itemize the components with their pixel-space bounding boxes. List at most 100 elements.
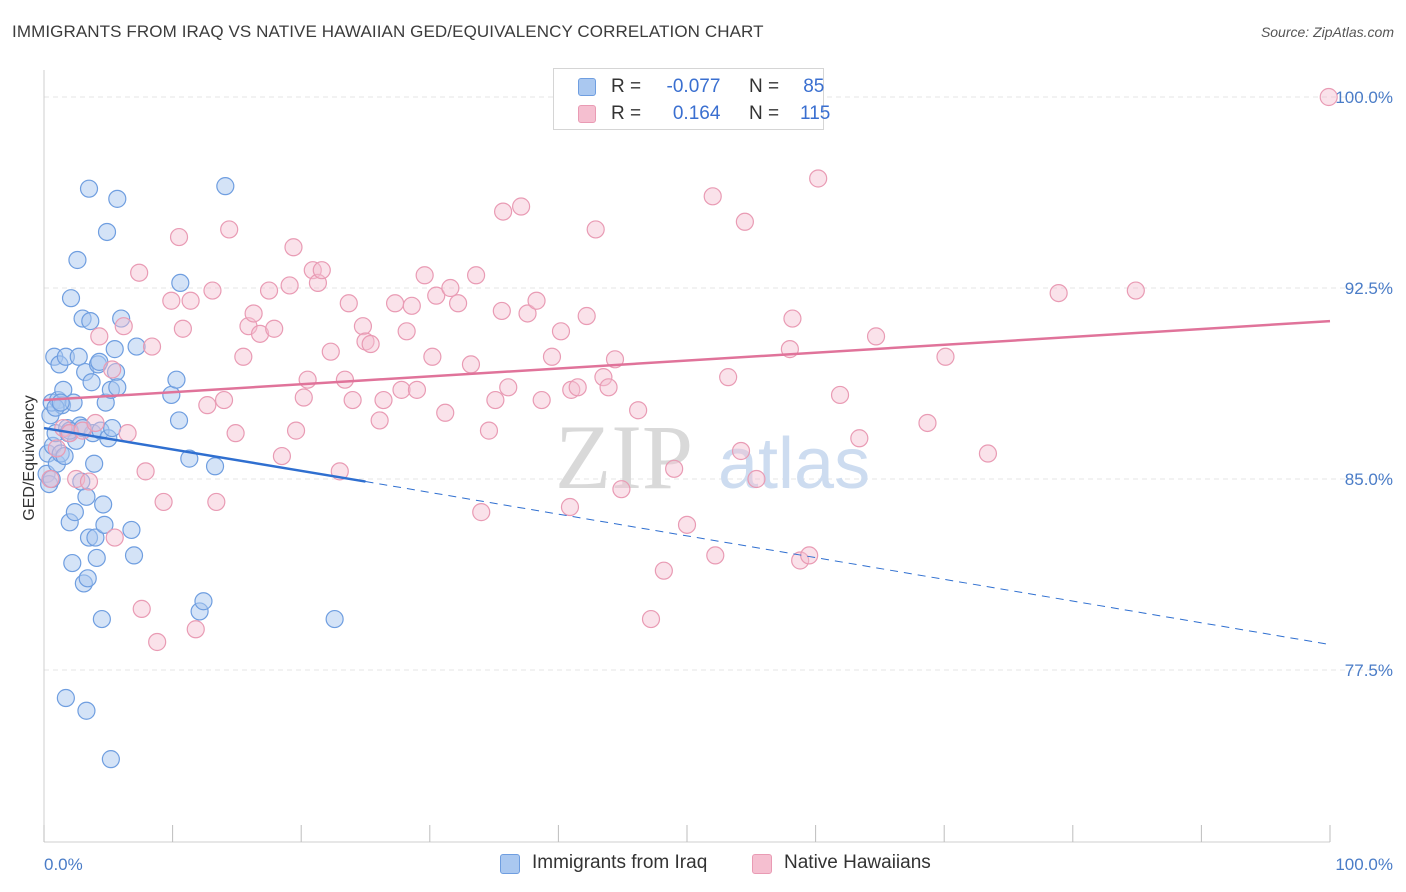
hawaiian-point bbox=[542, 347, 562, 366]
hawaiian-point bbox=[461, 355, 481, 374]
iraq-point bbox=[105, 340, 124, 359]
hawaiian-point bbox=[703, 187, 722, 206]
hawaiian-point bbox=[518, 304, 537, 323]
y-tick-label: 85.0% bbox=[1345, 470, 1393, 489]
legend-r-value-iraq: -0.077 bbox=[666, 76, 721, 97]
trend-lines bbox=[43, 319, 1331, 646]
hawaiian-point bbox=[560, 497, 580, 517]
legend-r-label: R = bbox=[611, 76, 642, 97]
hawaiian-point bbox=[415, 266, 434, 285]
hawaiian-point bbox=[512, 197, 531, 216]
legend-r-label: R = bbox=[611, 103, 642, 124]
hawaiian-point bbox=[612, 480, 631, 499]
iraq-point bbox=[61, 289, 81, 308]
hawaiian-point bbox=[719, 368, 738, 387]
hawaiian-point bbox=[312, 261, 331, 280]
iraq-point bbox=[97, 222, 117, 242]
iraq-point bbox=[86, 528, 105, 547]
iraq-point bbox=[69, 347, 88, 366]
hawaiian-point bbox=[214, 390, 234, 410]
bottom-legend-label-iraq: Immigrants from Iraq bbox=[532, 852, 708, 873]
correlation-legend: R = -0.077 N = 85 R = 0.164 N = 115 bbox=[553, 68, 830, 130]
watermark: ZIP atlas bbox=[555, 406, 870, 508]
watermark-atlas: atlas bbox=[718, 424, 870, 504]
hawaiian-point bbox=[641, 609, 661, 629]
hawaiian-point bbox=[654, 561, 673, 580]
hawaiian-point bbox=[272, 446, 292, 466]
hawaiian-point bbox=[1319, 87, 1338, 107]
hawaiian-point bbox=[392, 380, 411, 399]
iraq-point bbox=[180, 449, 199, 468]
hawaiian-point bbox=[629, 401, 648, 420]
iraq-point bbox=[108, 378, 127, 397]
hawaiian-point bbox=[234, 347, 253, 366]
hawaiian-point bbox=[448, 294, 468, 313]
hawaiian-point bbox=[436, 403, 455, 422]
hawaiian-point bbox=[169, 227, 189, 247]
iraq-trend-line bbox=[43, 426, 366, 483]
hawaiian-point bbox=[294, 388, 313, 407]
hawaiian-point bbox=[339, 294, 358, 313]
iraq-point bbox=[101, 750, 120, 769]
hawaiian-point bbox=[118, 424, 137, 443]
hawaiian-point bbox=[105, 528, 124, 547]
hawaiian-point bbox=[568, 378, 587, 397]
hawaiian-point bbox=[479, 421, 499, 440]
hawaiian-point bbox=[800, 546, 819, 565]
hawaiian-point bbox=[978, 444, 998, 463]
iraq-point bbox=[94, 495, 113, 514]
hawaiian-point bbox=[677, 515, 697, 534]
hawaiian-point bbox=[783, 309, 802, 328]
hawaiian-point bbox=[220, 220, 239, 239]
hawaiian-point bbox=[280, 276, 299, 295]
bottom-legend-swatch-hawaiian bbox=[752, 854, 772, 874]
hawaiian-point bbox=[809, 169, 828, 188]
hawaiian-point bbox=[356, 332, 375, 351]
y-tick-label: 92.5% bbox=[1345, 279, 1393, 298]
hawaiian-point bbox=[747, 469, 766, 489]
hawaiian-point bbox=[203, 281, 222, 300]
hawaiian-point bbox=[162, 291, 181, 310]
iraq-point bbox=[55, 446, 74, 466]
hawaiian-point bbox=[866, 327, 886, 346]
hawaiian-point bbox=[207, 492, 226, 512]
hawaiian-point bbox=[374, 390, 393, 410]
hawaiian-point bbox=[407, 380, 427, 399]
iraq-point bbox=[77, 701, 96, 720]
y-tick-label: 100.0% bbox=[1335, 88, 1393, 107]
hawaiian-point bbox=[114, 317, 133, 336]
bottom-legend-label-hawaiian: Native Hawaiians bbox=[784, 852, 931, 873]
hawaiian-point bbox=[335, 370, 355, 389]
hawaiian-point bbox=[427, 286, 446, 305]
hawaiian-point bbox=[735, 212, 754, 231]
hawaiian-point bbox=[298, 370, 317, 389]
iraq-point bbox=[82, 373, 101, 392]
hawaiian-trend-line bbox=[43, 319, 1331, 402]
series-iraq-points bbox=[37, 177, 344, 769]
iraq-point bbox=[122, 520, 141, 540]
iraq-point bbox=[167, 370, 186, 389]
iraq-point bbox=[81, 312, 100, 331]
hawaiian-point bbox=[286, 421, 306, 440]
x-tick-label: 100.0% bbox=[1335, 855, 1393, 874]
iraq-point bbox=[51, 393, 70, 412]
iraq-point bbox=[103, 418, 122, 438]
iraq-point bbox=[169, 411, 189, 430]
iraq-point bbox=[124, 546, 144, 565]
hawaiian-point bbox=[599, 378, 618, 397]
hawaiian-point bbox=[321, 342, 340, 361]
gridlines bbox=[44, 96, 1392, 671]
hawaiian-point bbox=[1126, 281, 1145, 300]
iraq-point bbox=[78, 569, 97, 588]
tick-labels: 77.5% 85.0% 92.5% 100.0% 0.0% 100.0% bbox=[44, 88, 1393, 874]
hawaiian-point bbox=[250, 324, 270, 343]
legend-n-value-iraq: 85 bbox=[803, 76, 825, 97]
hawaiian-point bbox=[586, 220, 605, 239]
hawaiian-point bbox=[527, 291, 546, 310]
hawaiian-point bbox=[343, 390, 362, 410]
hawaiian-point bbox=[472, 503, 491, 522]
iraq-point bbox=[216, 177, 235, 196]
hawaiian-point bbox=[731, 441, 751, 461]
hawaiian-point bbox=[402, 296, 421, 315]
hawaiian-point bbox=[173, 319, 192, 338]
